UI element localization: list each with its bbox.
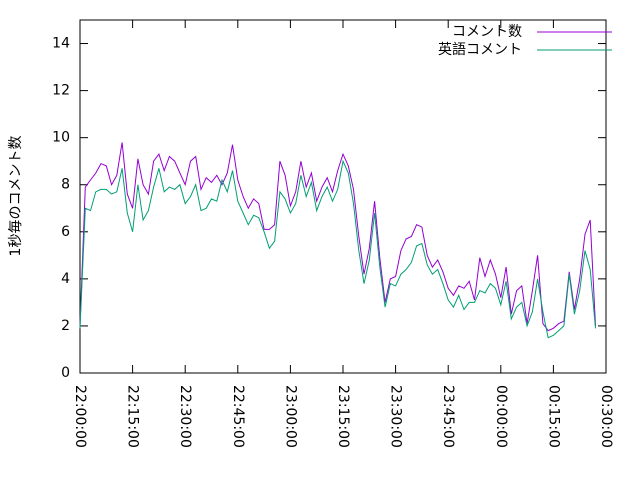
y-tick-label: 8 <box>61 177 70 193</box>
x-tick-label: 22:30:00 <box>177 385 193 448</box>
series-line <box>79 159 596 339</box>
x-tick-label: 22:00:00 <box>72 385 88 448</box>
x-tick-label: 23:30:00 <box>388 385 404 448</box>
y-tick-label: 12 <box>52 83 70 99</box>
x-tick-label: 22:45:00 <box>230 385 246 448</box>
legend-label: 英語コメント <box>438 41 522 58</box>
x-tick-label: 23:00:00 <box>282 385 298 448</box>
x-tick-label: 00:15:00 <box>545 385 561 448</box>
x-tick-label: 23:15:00 <box>335 385 351 448</box>
y-tick-label: 0 <box>61 365 70 381</box>
y-tick-label: 4 <box>61 271 70 287</box>
x-tick-label: 22:15:00 <box>125 385 141 448</box>
y-tick-label: 14 <box>52 36 70 52</box>
y-axis-label: 1秒毎のコメント数 <box>8 136 24 257</box>
y-tick-label: 10 <box>52 130 70 146</box>
y-tick-label: 6 <box>61 224 70 240</box>
series-line <box>79 142 596 332</box>
y-tick-label: 2 <box>61 318 70 334</box>
x-tick-label: 00:00:00 <box>493 385 509 448</box>
x-tick-label: 23:45:00 <box>440 385 456 448</box>
x-tick-label: 00:30:00 <box>598 385 614 448</box>
legend-label: コメント数 <box>452 24 522 40</box>
